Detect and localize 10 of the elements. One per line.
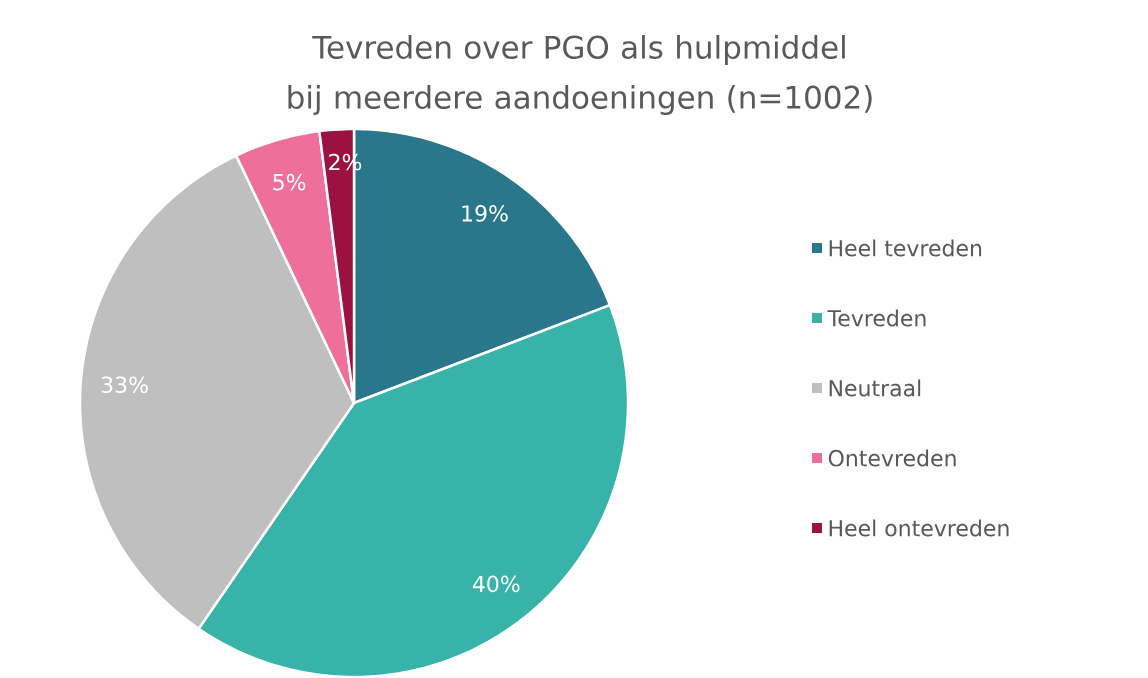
data-label: 33%	[101, 376, 148, 393]
legend-label: Ontevreden	[828, 449, 956, 467]
legend-label: Heel ontevreden	[829, 519, 1009, 537]
chart-title: Tevreden over PGO als hulpmiddel bij meerdere aandoeningen (n=1002)	[288, 34, 872, 115]
legend-label: Tevreden	[827, 309, 926, 327]
data-label: 5%	[273, 173, 306, 191]
data-label: 19%	[462, 204, 508, 222]
data-label: 40%	[472, 575, 520, 593]
legend-label: Heel tevreden	[829, 239, 982, 257]
legend-label: Neutraal	[829, 379, 921, 397]
